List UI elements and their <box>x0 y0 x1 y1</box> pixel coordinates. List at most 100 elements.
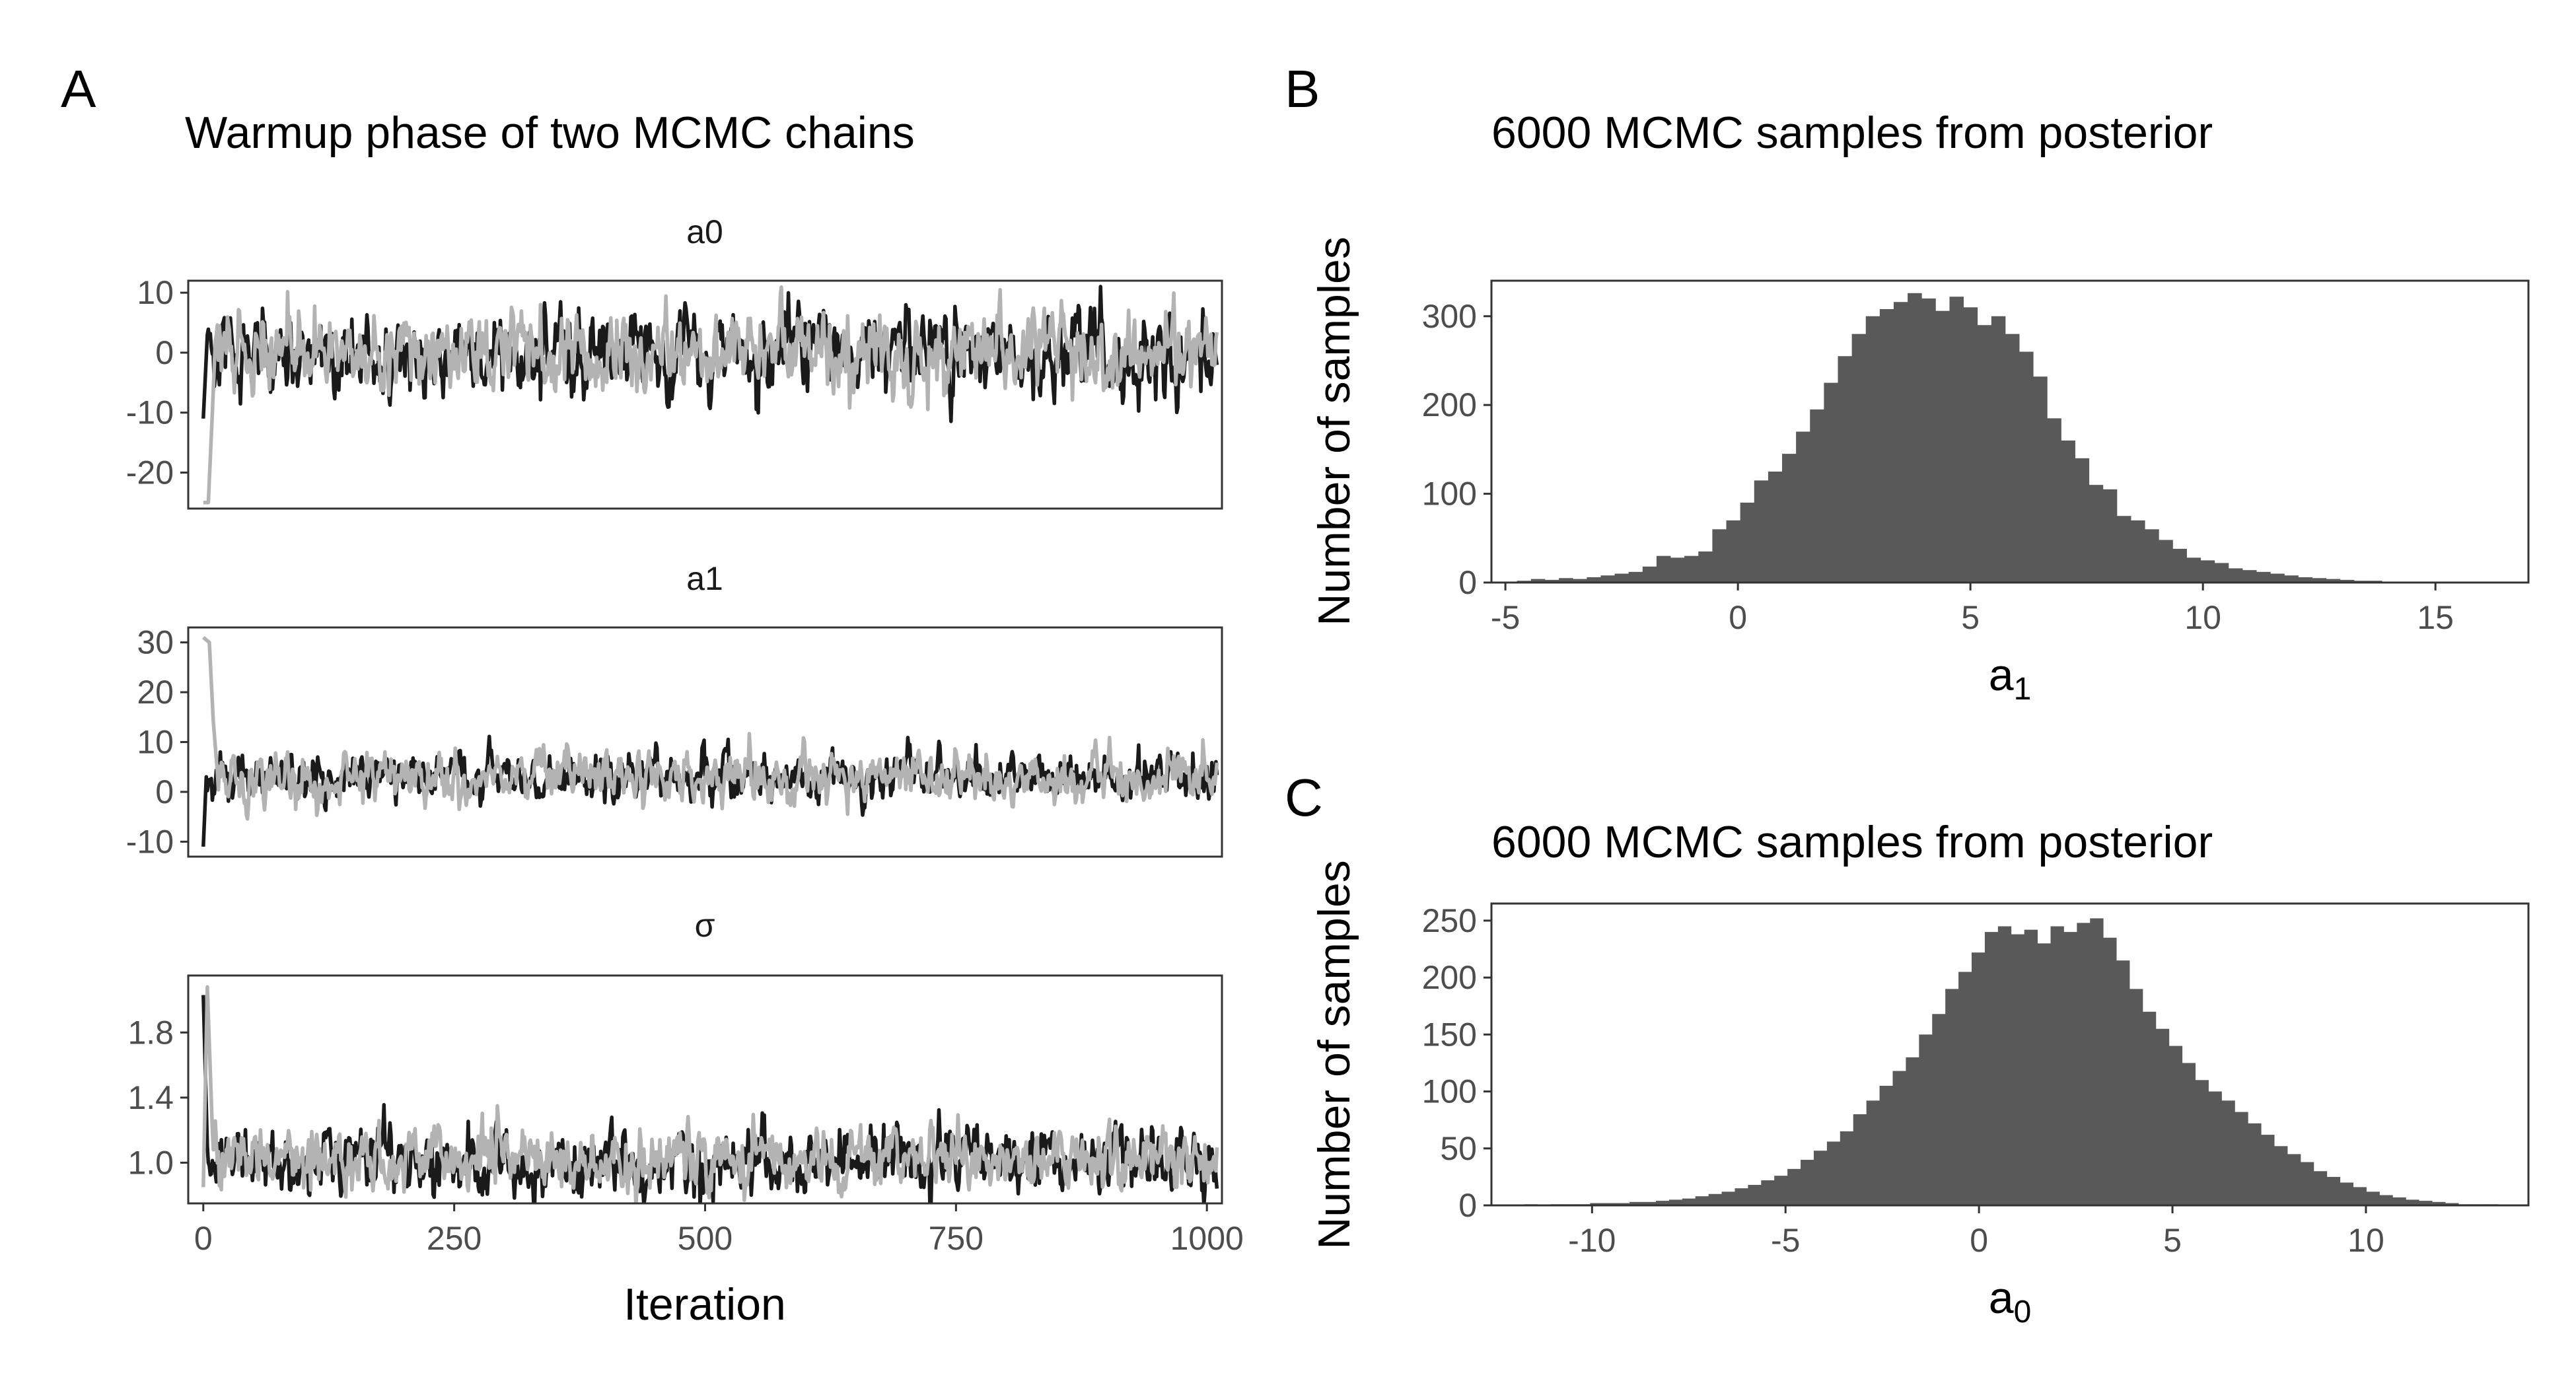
axes-c: 0 50 100 150 200 250 -10 -5 0 5 10 <box>1422 902 2384 1259</box>
histogram-bar <box>1932 1014 1946 1205</box>
histogram-bar <box>2050 926 2064 1205</box>
panel-label-c: C <box>1285 768 1323 827</box>
histogram-bar <box>2090 918 2104 1205</box>
histogram-bar <box>2228 568 2243 583</box>
frame-c <box>1490 902 2530 1207</box>
x-tick-label: -5 <box>1771 1222 1800 1259</box>
histogram-bar <box>1684 555 1699 583</box>
histogram-bar <box>1668 1199 1683 1205</box>
chain-2-trace <box>201 985 1219 1203</box>
x-axis-iteration: 0 250 500 750 1000 <box>194 1203 1244 1257</box>
frame-a1 <box>187 626 1223 858</box>
histogram-bar <box>1748 1184 1762 1205</box>
histogram-bar <box>1643 1201 1657 1205</box>
histogram-bar <box>1708 1193 1722 1205</box>
histogram-bar <box>2075 458 2090 583</box>
histogram-bar <box>1573 579 1587 583</box>
histogram-bar <box>2287 1154 2301 1205</box>
histogram-bar <box>2131 520 2145 583</box>
histogram-bar <box>2033 376 2048 583</box>
chain-2-trace <box>202 635 1219 821</box>
y-tick-label: 0 <box>155 773 174 810</box>
histogram-bar <box>1826 1141 1841 1205</box>
histogram-bar <box>1616 1203 1630 1205</box>
histogram-bar <box>1892 1071 1906 1205</box>
histogram-bar <box>1629 1201 1643 1205</box>
x-tick-label: 0 <box>194 1220 213 1257</box>
histogram-bar <box>2445 1203 2459 1205</box>
histogram-bar <box>2340 579 2355 583</box>
histogram-bar <box>2340 1182 2354 1205</box>
histogram-bar <box>2406 1199 2419 1205</box>
histogram-bar <box>1824 382 1838 583</box>
strip-a0: a0 <box>686 213 723 250</box>
histogram-bar <box>2005 334 2020 583</box>
histogram-a1 <box>1517 293 2439 583</box>
y-tick-label: 50 <box>1440 1130 1477 1167</box>
panel-label-b: B <box>1285 59 1320 118</box>
y-tick-label: 30 <box>137 624 174 661</box>
histogram-bar <box>2077 923 2091 1205</box>
title-c: 6000 MCMC samples from posterior <box>1491 817 2213 867</box>
histogram-bar <box>1600 575 1615 583</box>
y-tick-label: -10 <box>126 823 174 860</box>
histogram-bar <box>2116 516 2131 583</box>
x-tick-label: -10 <box>1568 1222 1616 1259</box>
y-tick-label: 200 <box>1422 386 1477 423</box>
histogram-bar <box>2256 571 2271 583</box>
histogram-bar <box>1879 1085 1893 1205</box>
title-a: Warmup phase of two MCMC chains <box>185 108 915 158</box>
histogram-bar <box>1866 1100 1880 1205</box>
x-tick-label: 10 <box>2347 1222 2384 1259</box>
histogram-bar <box>1810 409 1824 583</box>
histogram-bar <box>2200 560 2215 583</box>
x-axis-title-c: a0 <box>1989 1273 2032 1330</box>
histogram-bar <box>1840 1131 1854 1205</box>
facet-sigma: σ 1.8 1.4 1.0 <box>127 907 1223 1205</box>
frame-a0 <box>187 279 1223 510</box>
histogram-bar <box>1963 307 1978 583</box>
y-tick-label: 1.8 <box>127 1014 174 1051</box>
histogram-bar <box>1991 316 2006 583</box>
x-tick-label: 0 <box>1970 1222 1988 1259</box>
histogram-bar <box>1735 1188 1748 1205</box>
histogram-bar <box>2326 579 2341 583</box>
y-tick-label: 0 <box>155 334 174 371</box>
histogram-bar <box>1893 302 1908 583</box>
histogram-bar <box>2089 485 2104 583</box>
x-tick-label: 15 <box>2417 599 2454 636</box>
histogram-bar <box>1695 1196 1709 1205</box>
y-tick-label: 200 <box>1422 959 1477 996</box>
histogram-bar <box>1698 551 1713 583</box>
histogram-bar <box>1726 520 1741 583</box>
facet-a0: a0 10 0 -10 -20 <box>126 213 1223 510</box>
histogram-bar <box>2353 1187 2367 1205</box>
histogram-bar <box>2284 575 2299 583</box>
histogram-bar <box>2312 578 2327 583</box>
histogram-bar <box>2047 418 2061 583</box>
y-tick-label: 300 <box>1422 298 1477 335</box>
histogram-bar <box>2366 1191 2380 1205</box>
panel-label-a: A <box>61 59 96 118</box>
histogram-bar <box>1712 529 1727 583</box>
histogram-bar <box>2168 1046 2183 1205</box>
histogram-bar <box>1984 932 1999 1205</box>
histogram-bar <box>2182 1063 2196 1205</box>
histogram-bar <box>1656 555 1671 583</box>
histogram-bar <box>2326 1176 2341 1205</box>
histogram-bar <box>1628 571 1643 583</box>
y-tick-label: 10 <box>137 724 174 761</box>
histogram-bar <box>1977 325 1992 583</box>
x-tick-label: 750 <box>929 1220 984 1257</box>
histogram-bar <box>1813 1151 1828 1205</box>
histogram-bar <box>1530 579 1546 583</box>
histogram-bar <box>2261 1135 2275 1205</box>
y-tick-label: 250 <box>1422 902 1477 939</box>
trace-plot-a0: 10 0 -10 -20 <box>126 274 1219 505</box>
histogram-bar <box>1838 356 1853 583</box>
y-tick-label: 100 <box>1422 1073 1477 1110</box>
y-tick-label: 1.4 <box>127 1079 174 1116</box>
histogram-bar <box>2063 932 2077 1205</box>
histogram-bar <box>2037 943 2051 1205</box>
histogram-bar <box>1544 579 1559 583</box>
